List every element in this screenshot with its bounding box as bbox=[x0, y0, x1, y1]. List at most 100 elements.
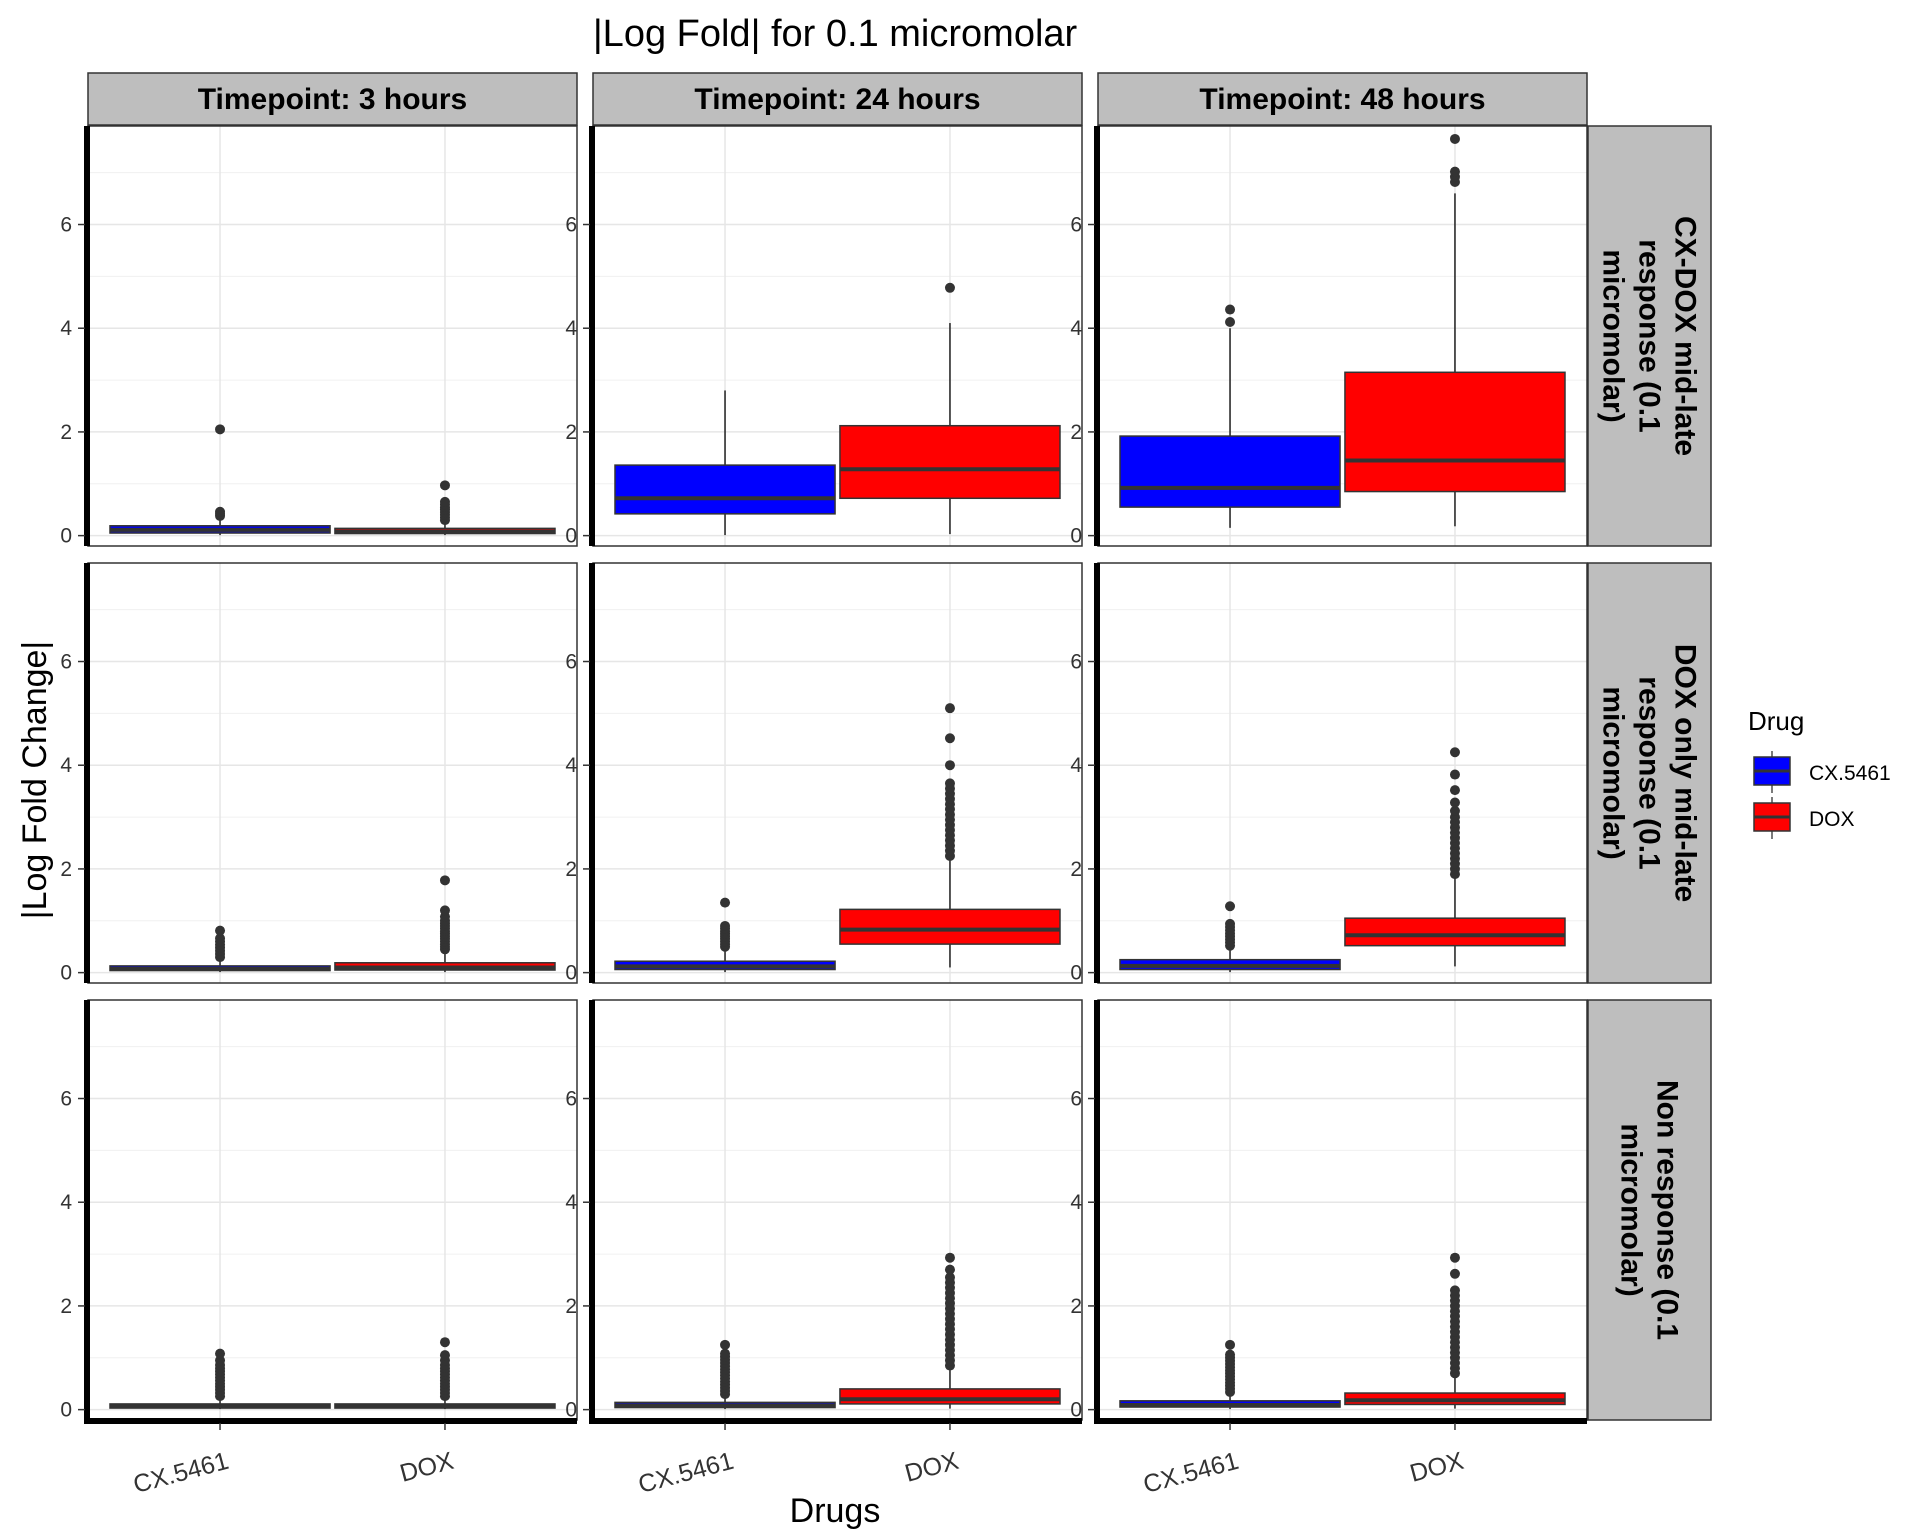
y-tick-label: 2 bbox=[565, 858, 577, 881]
row-strip-label-line: DOX only mid-late bbox=[1669, 644, 1702, 902]
column-strip-label: Timepoint: 3 hours bbox=[198, 83, 467, 116]
box-dox bbox=[334, 1337, 556, 1410]
panel: 0 2 4 6 bbox=[565, 125, 1083, 548]
box-iqr bbox=[839, 908, 1061, 945]
column-strip bbox=[1097, 72, 1588, 126]
box-cx-5461 bbox=[1119, 901, 1341, 973]
y-tick-label: 2 bbox=[1070, 858, 1082, 881]
box-dox bbox=[839, 1252, 1061, 1409]
outlier-point bbox=[215, 933, 226, 944]
y-tick-label: 0 bbox=[1070, 525, 1082, 548]
row-strip-label-line: response (0.1 bbox=[1633, 239, 1666, 432]
panel-background bbox=[88, 563, 577, 983]
outlier-point bbox=[720, 897, 731, 908]
row-strip bbox=[1587, 999, 1712, 1421]
y-tick-label: 2 bbox=[60, 858, 72, 881]
chart-title: |Log Fold| for 0.1 micromolar bbox=[593, 13, 1078, 55]
panel: 0 2 4 6 CX.5461 DOX bbox=[1070, 999, 1588, 1499]
x-tick-label: CX.5461 bbox=[1140, 1447, 1241, 1499]
outlier-point bbox=[1449, 1285, 1460, 1296]
outlier-point bbox=[1449, 785, 1460, 796]
panel-background bbox=[1098, 1000, 1587, 1420]
panel-background bbox=[593, 1000, 1082, 1420]
row-strip-label-line: micromolar) bbox=[1597, 249, 1630, 422]
column-strip-label: Timepoint: 24 hours bbox=[694, 83, 980, 116]
y-tick-label: 2 bbox=[60, 421, 72, 444]
box-iqr bbox=[1344, 917, 1566, 947]
y-tick-label: 0 bbox=[1070, 962, 1082, 985]
outlier-point bbox=[944, 1272, 955, 1283]
outlier-point bbox=[1225, 304, 1236, 315]
row-strip bbox=[1587, 562, 1712, 984]
outlier-point bbox=[1449, 769, 1460, 780]
outlier-point bbox=[720, 1339, 731, 1350]
row-strip-label-line: Non response (0.1 bbox=[1651, 1080, 1684, 1340]
y-tick-label: 6 bbox=[565, 1088, 577, 1111]
y-tick-label: 0 bbox=[565, 1399, 577, 1422]
y-tick-label: 4 bbox=[565, 1191, 577, 1214]
box-dox bbox=[1344, 133, 1566, 527]
box-iqr bbox=[839, 424, 1061, 500]
y-tick-label: 2 bbox=[60, 1295, 72, 1318]
outlier-point bbox=[1449, 805, 1460, 816]
x-tick-label: DOX bbox=[1407, 1447, 1467, 1488]
box-dox bbox=[334, 480, 556, 536]
box-iqr bbox=[1119, 435, 1341, 508]
x-axis-title: Drugs bbox=[790, 1492, 881, 1530]
y-tick-label: 6 bbox=[60, 651, 72, 674]
y-tick-label: 4 bbox=[1070, 1191, 1082, 1214]
panel: 0 2 4 6 bbox=[1070, 562, 1588, 985]
outlier-point bbox=[1449, 1252, 1460, 1263]
y-tick-label: 6 bbox=[60, 1088, 72, 1111]
box-dox bbox=[839, 282, 1061, 535]
outlier-point bbox=[439, 1337, 450, 1348]
box-cx-5461 bbox=[1119, 1339, 1341, 1410]
panels-layer: Timepoint: 3 hours Timepoint: 24 hours Tim… bbox=[60, 72, 1712, 1499]
y-tick-label: 2 bbox=[1070, 421, 1082, 444]
panel-background bbox=[1098, 563, 1587, 983]
legend-label: DOX bbox=[1809, 808, 1855, 831]
box-cx-5461 bbox=[109, 925, 331, 973]
legend: Drug CX.5461 DOX bbox=[1748, 706, 1891, 839]
row-strip bbox=[1587, 125, 1712, 547]
y-tick-label: 2 bbox=[565, 1295, 577, 1318]
y-tick-label: 6 bbox=[1070, 651, 1082, 674]
panel: 0 2 4 6 bbox=[60, 125, 578, 548]
outlier-point bbox=[944, 760, 955, 771]
panel: 0 2 4 6 bbox=[565, 562, 1083, 985]
outlier-point bbox=[215, 506, 226, 517]
legend-item: DOX bbox=[1753, 797, 1855, 839]
outlier-point bbox=[1225, 1349, 1236, 1360]
row-strip-label-line: micromolar) bbox=[1615, 1123, 1648, 1296]
y-tick-label: 0 bbox=[60, 962, 72, 985]
y-tick-label: 4 bbox=[60, 1191, 72, 1214]
x-tick-label: DOX bbox=[397, 1447, 457, 1488]
outlier-point bbox=[1449, 166, 1460, 177]
row-strip-label-line: CX-DOX mid-late bbox=[1669, 216, 1702, 456]
box-cx-5461 bbox=[614, 1339, 836, 1410]
y-tick-label: 2 bbox=[1070, 1295, 1082, 1318]
column-strip bbox=[87, 72, 578, 126]
y-tick-label: 4 bbox=[60, 754, 72, 777]
x-tick-label: CX.5461 bbox=[130, 1447, 231, 1499]
outlier-point bbox=[944, 1264, 955, 1275]
panel: 0 2 4 6 CX.5461 DOX bbox=[60, 999, 578, 1499]
y-tick-label: 0 bbox=[565, 525, 577, 548]
y-tick-label: 4 bbox=[565, 754, 577, 777]
box-dox bbox=[334, 875, 556, 973]
y-tick-label: 6 bbox=[1070, 1088, 1082, 1111]
y-tick-label: 4 bbox=[60, 317, 72, 340]
outlier-point bbox=[944, 778, 955, 789]
box-cx-5461 bbox=[614, 390, 836, 536]
outlier-point bbox=[1225, 918, 1236, 929]
outlier-point bbox=[439, 480, 450, 491]
box-dox bbox=[839, 703, 1061, 968]
box-iqr bbox=[839, 1388, 1061, 1405]
outlier-point bbox=[1449, 1268, 1460, 1279]
outlier-point bbox=[1449, 133, 1460, 144]
legend-label: CX.5461 bbox=[1809, 762, 1891, 785]
box-cx-5461 bbox=[614, 897, 836, 973]
